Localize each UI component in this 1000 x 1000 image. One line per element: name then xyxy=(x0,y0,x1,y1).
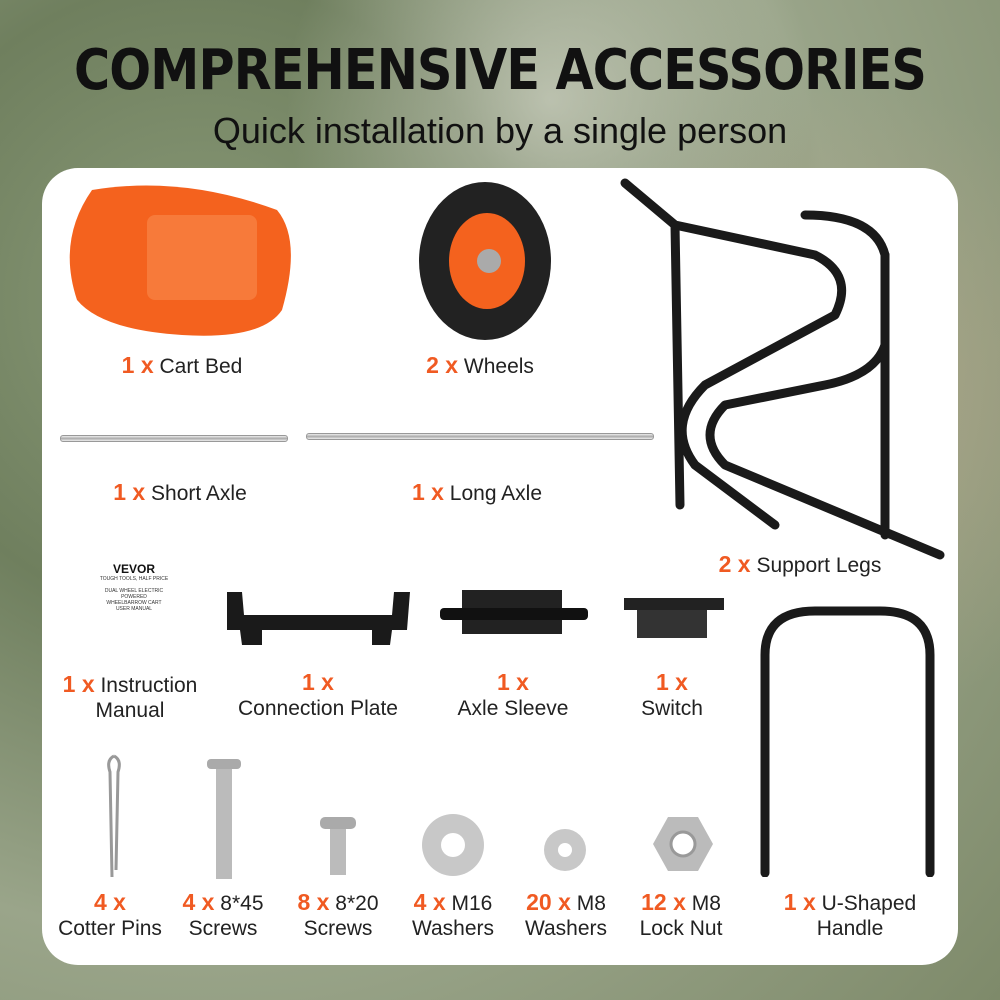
item-screws-8x20: 8 x 8*20 Screws xyxy=(297,889,379,941)
connection-plate-image xyxy=(227,592,410,645)
screw-8x20-image xyxy=(320,817,356,875)
item-short-axle: 1 x Short Axle xyxy=(113,479,247,506)
u-shaped-handle-image xyxy=(760,606,935,877)
item-screws-8x45: 4 x 8*45 Screws xyxy=(182,889,264,941)
item-axle-sleeve: 1 x Axle Sleeve xyxy=(457,669,569,721)
item-switch: 1 x Switch xyxy=(641,669,703,721)
m16-washer-image xyxy=(422,814,484,876)
item-m8-washers: 20 x M8 Washers xyxy=(524,889,608,941)
item-connection-plate: 1 x Connection Plate xyxy=(238,669,398,721)
cart-bed-image xyxy=(69,185,291,336)
item-wheels: 2 x Wheels xyxy=(426,352,534,379)
screw-8x45-image xyxy=(207,759,241,879)
item-u-shaped-handle: 1 x U-Shaped Handle xyxy=(783,889,917,941)
cotter-pin-image xyxy=(107,754,121,878)
wheel-image xyxy=(419,182,551,340)
item-m16-washers: 4 x M16 Washers xyxy=(411,889,495,941)
item-cart-bed: 1 x Cart Bed xyxy=(121,352,243,379)
m8-washer-image xyxy=(544,829,586,871)
instruction-manual-image: VEVOR TOUGH TOOLS, HALF PRICE DUAL WHEEL… xyxy=(92,562,176,612)
item-cotter-pins: 4 x Cotter Pins xyxy=(58,889,162,941)
page-title: COMPREHENSIVE ACCESSORIES xyxy=(73,38,927,103)
vevor-logo: VEVOR xyxy=(112,562,155,576)
axle-sleeve-image xyxy=(440,590,588,634)
support-legs-image xyxy=(620,178,945,560)
page-subtitle: Quick installation by a single person xyxy=(212,110,788,151)
item-instruction-manual: 1 x Instruction Manual xyxy=(62,671,198,723)
item-support-legs: 2 x Support Legs xyxy=(718,551,882,578)
long-axle-image xyxy=(306,433,654,440)
lock-nut-image xyxy=(653,817,713,871)
short-axle-image xyxy=(60,435,288,442)
item-long-axle: 1 x Long Axle xyxy=(411,479,543,506)
switch-image xyxy=(624,598,724,638)
item-lock-nut: 12 x M8 Lock Nut xyxy=(639,889,723,941)
